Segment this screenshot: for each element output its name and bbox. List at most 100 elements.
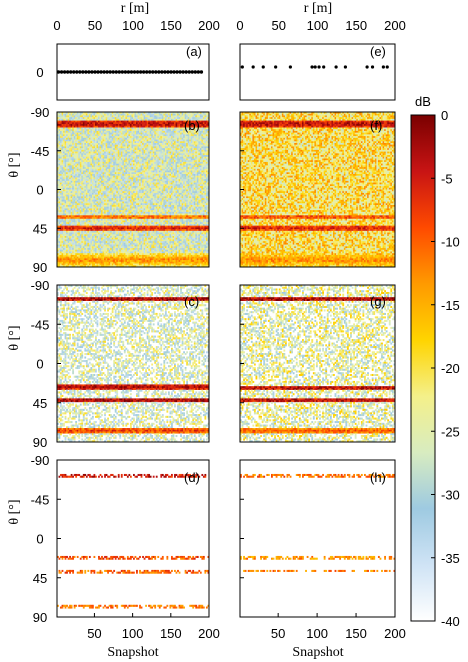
heatmap-cell [113,115,116,118]
heatmap-cell [146,115,149,118]
heatmap-cell [82,132,85,135]
heatmap-cell [64,153,67,156]
heatmap-cell [85,143,88,146]
heatmap-cell [69,130,71,133]
heatmap-cell [172,134,175,137]
panel-a-ytick: 0 [36,65,43,80]
heatmap-cell [136,124,138,127]
heatmap-cell [81,127,84,130]
heatmap-cell [192,137,195,140]
heatmap-cell [145,113,147,116]
heatmap-cell [186,113,189,116]
heatmap-cell [196,144,199,147]
heatmap-cell [183,151,185,154]
heatmap-cell [157,130,160,133]
heatmap-cell [60,141,62,144]
heatmap-cell [172,132,175,135]
heatmap-cell [131,141,134,144]
heatmap-cell [158,115,161,118]
heatmap-cell [201,112,204,115]
heatmap-cell [75,137,78,140]
heatmap-cell [186,144,189,147]
heatmap-cell [207,137,210,140]
heatmap-cell [186,127,189,130]
heatmap-cell [70,139,73,142]
heatmap-cell [204,141,207,144]
heatmap-cell [202,134,205,137]
heatmap-cell [198,125,201,128]
heatmap-cell [110,122,113,125]
heatmap-cell [95,112,97,115]
heatmap-cell [183,141,185,144]
heatmap-cell [148,120,151,123]
heatmap-cell [57,144,59,147]
heatmap-cell [79,137,82,140]
position-dot [148,70,152,74]
heatmap-cell [78,120,81,123]
heatmap-cell [137,118,140,121]
heatmap-cell [163,132,166,135]
heatmap-cell [154,134,157,137]
heatmap-cell [85,153,88,156]
heatmap-cell [155,134,158,137]
heatmap-cell [61,153,64,156]
heatmap-cell [125,134,128,137]
heatmap-cell [190,132,193,135]
heatmap-cell [192,144,195,147]
top-tick-label: 50 [272,18,286,33]
heatmap-cell [64,134,67,137]
heatmap-cell [128,153,131,156]
heatmap-cell [174,112,176,115]
heatmap-cell [204,151,207,154]
position-dot [90,70,94,74]
heatmap-cell [82,143,85,146]
heatmap-cell [117,149,120,152]
heatmap-cell [67,143,70,146]
heatmap-cell [177,118,179,121]
heatmap-cell [107,127,109,130]
heatmap-cell [128,130,131,133]
heatmap-cell [96,118,99,121]
heatmap-cell [104,151,106,154]
heatmap-cell [116,137,119,140]
heatmap-cell [177,120,179,123]
heatmap-cell [110,134,113,137]
heatmap-cell [204,148,207,151]
heatmap-cell [148,117,151,120]
heatmap-cell [187,144,190,147]
heatmap-cell [113,117,116,120]
heatmap-cell [64,113,67,116]
heatmap-cell [183,125,185,128]
heatmap-cell [202,137,205,140]
heatmap-cell [117,130,120,133]
heatmap-cell [174,149,176,152]
heatmap-cell [189,129,192,132]
heatmap-cell [174,125,176,128]
heatmap-cell [63,132,65,135]
heatmap-cell [102,148,105,151]
heatmap-cell [167,117,170,120]
heatmap-cell [102,144,105,147]
heatmap-cell [78,143,81,146]
heatmap-cell [79,148,82,151]
heatmap-cell [84,146,87,149]
heatmap-cell [169,148,172,151]
heatmap-cell [157,122,160,125]
heatmap-cell [192,148,195,151]
position-dot [87,70,91,74]
heatmap-cell [110,137,113,140]
heatmap-cell [69,117,71,120]
heatmap-cell [146,148,149,151]
heatmap-cell [146,117,149,120]
heatmap-cell [145,151,147,154]
heatmap-cell [199,149,202,152]
heatmap-cell [125,137,128,140]
position-dot [123,70,128,74]
heatmap-cell [192,149,195,152]
heatmap-cell [125,144,128,147]
heatmap-cell [184,149,187,152]
heatmap-cell [175,129,178,132]
heatmap-cell [98,137,100,140]
heatmap-cell [160,122,163,125]
top-axis-label-left: r [m] [121,1,149,16]
